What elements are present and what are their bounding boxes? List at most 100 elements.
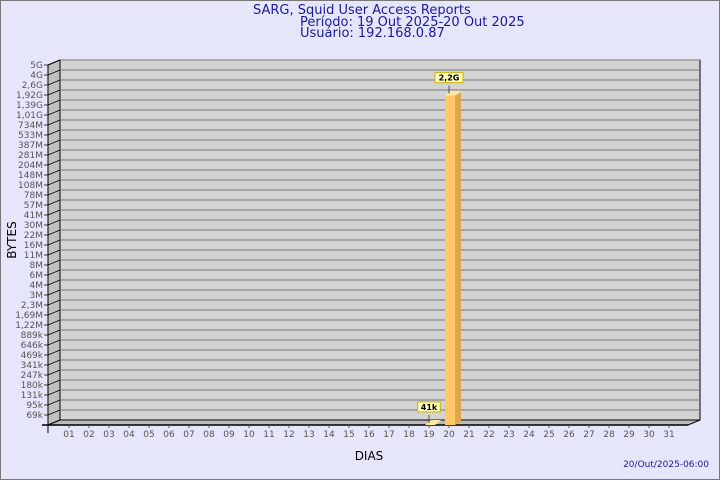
x-tick-label: 29	[623, 430, 635, 440]
y-tick-mark	[44, 389, 61, 396]
data-label-box	[434, 72, 464, 84]
bar-front-day-20	[445, 95, 455, 425]
x-tick-label: 31	[663, 430, 674, 440]
y-tick-mark	[44, 339, 61, 346]
y-tick-mark	[44, 149, 61, 156]
data-label: 41k	[421, 403, 438, 412]
y-tick-mark	[44, 189, 61, 196]
y-tick-mark	[44, 409, 61, 416]
y-tick-label: 108M	[18, 181, 43, 191]
y-tick-label: 1,92G	[16, 91, 43, 101]
y-tick-mark	[44, 249, 61, 256]
y-tick-mark	[44, 399, 61, 406]
x-axis-label: DIAS	[355, 449, 384, 463]
x-tick-label: 08	[203, 430, 215, 440]
x-tick-label: 13	[303, 430, 314, 440]
y-tick-mark	[44, 159, 61, 166]
y-tick-mark	[44, 349, 61, 356]
y-tick-label: 30M	[24, 221, 43, 231]
y-tick-mark	[44, 379, 61, 386]
x-tick-label: 04	[123, 430, 135, 440]
x-tick-label: 28	[603, 430, 615, 440]
y-tick-label: 57M	[24, 201, 43, 211]
x-tick-label: 09	[223, 430, 235, 440]
x-tick-label: 27	[583, 430, 594, 440]
y-tick-mark	[44, 119, 61, 126]
x-tick-label: 16	[363, 430, 375, 440]
x-tick-label: 10	[243, 430, 255, 440]
y-tick-mark	[44, 69, 61, 76]
y-tick-label: 533M	[18, 131, 43, 141]
bar-top-day-19	[425, 420, 441, 425]
chart-title: SARG, Squid User Access Reports	[253, 3, 471, 18]
y-tick-label: 387M	[18, 141, 43, 151]
x-tick-label: 25	[543, 430, 554, 440]
x-tick-label: 26	[563, 430, 575, 440]
data-label-box	[417, 401, 441, 413]
y-tick-mark	[44, 99, 61, 106]
y-tick-mark	[44, 59, 61, 66]
y-tick-label: 1,69M	[15, 311, 43, 321]
x-tick-label: 05	[143, 430, 154, 440]
y-tick-label: 78M	[24, 191, 43, 201]
y-tick-mark	[44, 289, 61, 296]
y-tick-mark	[44, 219, 61, 226]
y-tick-mark	[44, 169, 61, 176]
y-tick-label: 2,6G	[22, 81, 43, 91]
y-tick-mark	[44, 89, 61, 96]
y-tick-mark	[44, 269, 61, 276]
chart-period: Período: 19 Out 2025-20 Out 2025	[300, 15, 525, 30]
x-tick-label: 19	[423, 430, 435, 440]
y-tick-label: 16M	[24, 241, 43, 251]
y-tick-label: 22M	[24, 231, 43, 241]
y-tick-label: 180k	[21, 381, 44, 391]
y-tick-label: 69k	[26, 411, 43, 421]
y-tick-label: 4G	[30, 71, 43, 81]
data-label: 2,2G	[439, 74, 460, 83]
x-tick-label: 01	[63, 430, 74, 440]
y-tick-label: 6M	[30, 271, 44, 281]
y-tick-mark	[44, 179, 61, 186]
y-tick-mark	[44, 329, 61, 336]
x-tick-label: 20	[443, 430, 455, 440]
y-tick-mark	[44, 79, 61, 86]
x-tick-label: 06	[163, 430, 175, 440]
x-tick-label: 17	[383, 430, 394, 440]
y-tick-mark	[44, 209, 61, 216]
y-tick-label: 41M	[24, 211, 43, 221]
y-tick-label: 204M	[18, 161, 43, 171]
y-tick-label: 646k	[21, 341, 44, 351]
y-tick-mark	[44, 259, 61, 266]
y-tick-mark	[44, 129, 61, 136]
y-tick-mark	[44, 139, 61, 146]
report-timestamp: 20/Out/2025-06:00	[623, 460, 709, 470]
x-tick-label: 11	[263, 430, 274, 440]
x-tick-label: 14	[323, 430, 335, 440]
y-tick-label: 8M	[30, 261, 44, 271]
x-tick-label: 23	[503, 430, 514, 440]
y-tick-label: 148M	[18, 171, 43, 181]
y-tick-mark	[44, 309, 61, 316]
y-tick-mark	[44, 299, 61, 306]
bar-top-day-20	[445, 90, 461, 96]
x-tick-label: 15	[343, 430, 354, 440]
y-tick-label: 5G	[30, 61, 43, 71]
y-tick-label: 734M	[18, 121, 43, 131]
y-tick-label: 95k	[26, 401, 43, 411]
y-tick-mark	[44, 279, 61, 286]
y-tick-label: 11M	[24, 251, 43, 261]
x-tick-label: 02	[83, 430, 94, 440]
y-tick-label: 341k	[21, 361, 44, 371]
y-tick-mark	[44, 359, 61, 366]
y-tick-mark	[44, 229, 61, 236]
y-tick-mark	[44, 109, 61, 116]
y-tick-label: 131k	[21, 391, 44, 401]
x-tick-label: 22	[483, 430, 494, 440]
y-axis-label: BYTES	[5, 221, 19, 258]
y-tick-label: 1,22M	[15, 321, 43, 331]
y-tick-label: 1,01G	[16, 111, 43, 121]
chart-user: Usuário: 192.168.0.87	[300, 26, 445, 41]
y-tick-label: 1,39G	[16, 101, 43, 111]
x-tick-label: 30	[643, 430, 655, 440]
